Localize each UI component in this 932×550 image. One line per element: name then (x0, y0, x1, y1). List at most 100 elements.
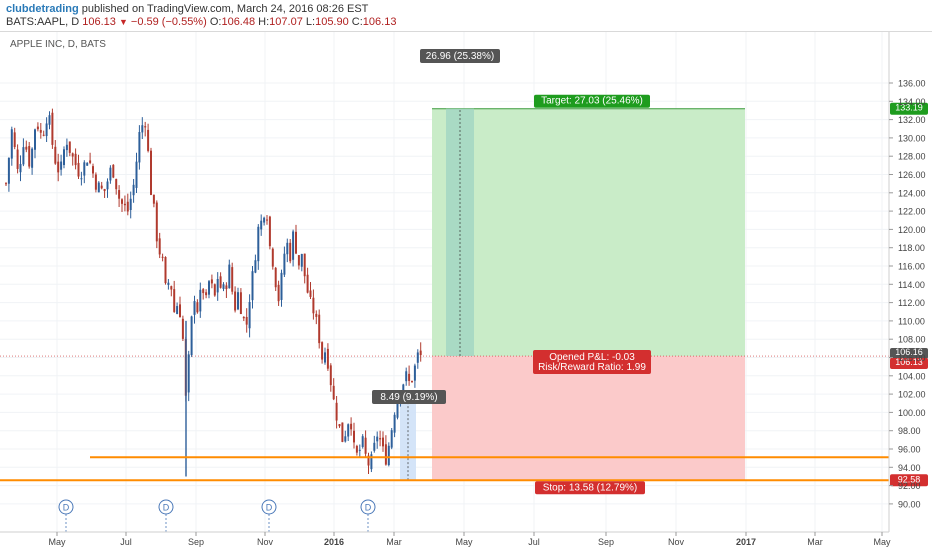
candle (97, 181, 100, 193)
price-tick-label: 108.00 (898, 335, 926, 345)
candle (309, 281, 312, 300)
candle (167, 279, 170, 290)
header-divider (0, 31, 932, 32)
candle (147, 123, 150, 153)
candle (202, 287, 205, 300)
candle (260, 214, 263, 236)
target-price-tag: 133.19 (890, 102, 928, 115)
candle (13, 127, 16, 150)
measure-tools[interactable] (400, 108, 474, 481)
stop-zone[interactable] (432, 356, 745, 481)
time-tick-label: Sep (188, 537, 204, 547)
svg-text:D: D (163, 503, 170, 513)
candle (234, 286, 237, 313)
stop-price-tag: 92.58 (890, 474, 928, 487)
candle (19, 155, 22, 182)
candle (306, 267, 309, 294)
candle (283, 246, 286, 278)
time-tick-label: Jul (120, 537, 132, 547)
candle (353, 422, 355, 449)
candle (132, 179, 135, 203)
candle (376, 431, 379, 449)
candle (312, 289, 315, 320)
candle (268, 215, 271, 250)
price-tick-label: 136.00 (898, 79, 926, 89)
svg-text:D: D (365, 503, 372, 513)
candle (152, 194, 155, 208)
candle (413, 363, 416, 388)
candle (164, 256, 167, 285)
price-tick-label: 128.00 (898, 152, 926, 162)
time-axis[interactable]: May Jul Sep Nov 2016 Mar May Jul Sep Nov 2017 Mar Ma… (48, 532, 891, 547)
candle (129, 191, 132, 219)
time-tick-label: May (48, 537, 66, 547)
candle (112, 164, 115, 179)
candle (51, 108, 54, 149)
candle (45, 117, 48, 143)
time-tick-label: Mar (386, 537, 402, 547)
time-tick-label: 2017 (736, 537, 756, 547)
candle (295, 224, 297, 255)
measure-small-label: 8.49 (9.19%) (372, 390, 446, 404)
price-tick-label: 130.00 (898, 133, 926, 143)
candle (89, 152, 92, 165)
candle (86, 162, 89, 166)
candle (22, 138, 25, 167)
time-tick-label: Jul (528, 537, 540, 547)
dividend-marker[interactable]: D (261, 499, 277, 532)
candle (379, 430, 382, 447)
svg-text:Opened P&L: -0.03: Opened P&L: -0.03 (549, 352, 635, 363)
time-tick-label: May (873, 537, 891, 547)
candle (135, 152, 138, 194)
price-tick-label: 110.00 (898, 316, 925, 326)
support-lines[interactable] (0, 456, 889, 482)
candle (103, 188, 106, 198)
candle (141, 117, 144, 140)
candle (150, 147, 152, 196)
candle (121, 198, 123, 213)
dividend-marker[interactable]: D (360, 499, 376, 532)
candle (193, 295, 196, 324)
price-tick-label: 116.00 (898, 262, 925, 272)
candle (384, 435, 387, 466)
candle (28, 141, 31, 169)
candle (173, 280, 176, 313)
candle (80, 171, 83, 186)
candle (65, 138, 68, 157)
candle (48, 111, 51, 130)
candle (205, 289, 208, 299)
price-tick-label: 90.00 (898, 499, 921, 509)
long-position-tool[interactable] (0, 108, 889, 481)
chart-title: APPLE INC, D, BATS (10, 39, 106, 50)
price-axis[interactable]: 90.00 92.00 94.00 96.00 98.00 100.00 102.00 104… (889, 79, 926, 510)
candle (315, 310, 318, 325)
candle (344, 430, 347, 443)
dividend-marker[interactable]: D (58, 499, 74, 532)
high-label: H: (258, 16, 270, 28)
measure-range-small[interactable] (400, 402, 416, 481)
candle (71, 152, 74, 166)
candle (254, 254, 257, 274)
stop-label: Stop: 13.58 (12.79%) (535, 481, 645, 495)
candle (94, 172, 97, 193)
time-tick-label: May (455, 537, 473, 547)
author-name[interactable]: clubdetrading (6, 3, 79, 15)
candle (115, 178, 118, 195)
candle (10, 126, 13, 166)
candle (411, 380, 413, 383)
candle (303, 253, 306, 284)
svg-text:8.49 (9.19%): 8.49 (9.19%) (380, 392, 437, 403)
price-tick-label: 98.00 (898, 426, 921, 436)
price-tick-label: 106.00 (898, 353, 926, 363)
low-label: L: (305, 16, 316, 28)
candle (292, 229, 295, 267)
candle (321, 341, 324, 364)
target-zone[interactable] (432, 108, 745, 357)
time-tick-label: Sep (598, 537, 614, 547)
price-tick-label: 104.00 (898, 371, 926, 381)
dividend-marker[interactable]: D (158, 499, 174, 532)
candle (109, 165, 112, 184)
candle (347, 423, 350, 442)
